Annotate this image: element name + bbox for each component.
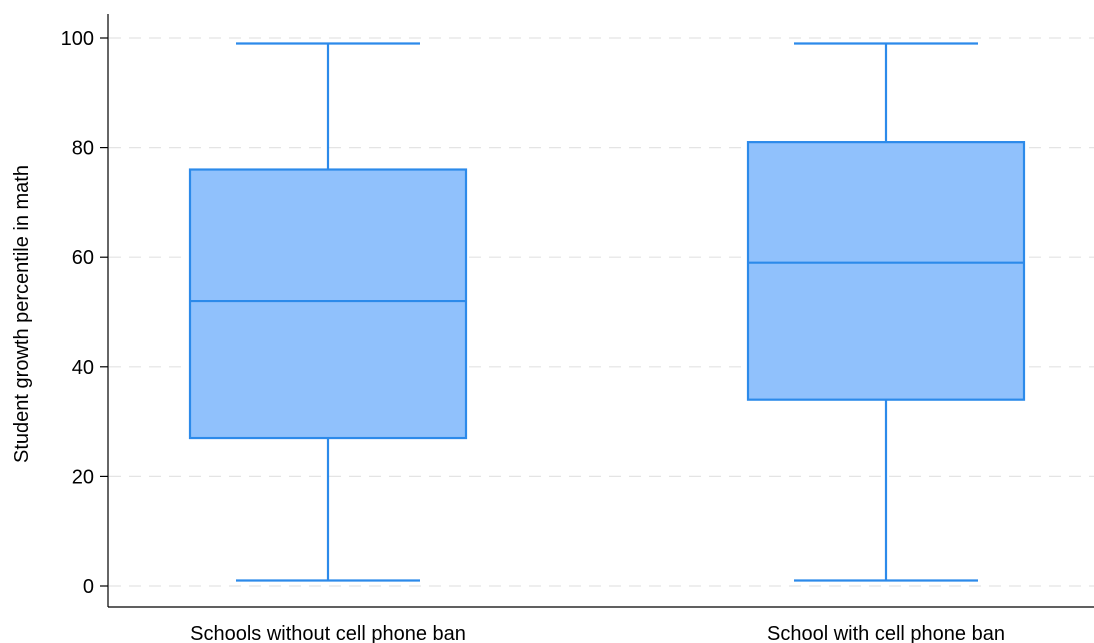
interquartile-box — [188, 168, 468, 440]
y-axis-ticks: 0 20 40 60 80 100 — [61, 28, 108, 598]
x-category-label: School with cell phone ban — [767, 623, 1005, 643]
y-tick-label: 80 — [72, 138, 94, 160]
box-group — [188, 42, 468, 582]
y-tick-label: 40 — [72, 357, 94, 379]
y-tick-label: 20 — [72, 466, 94, 488]
y-tick-label: 60 — [72, 247, 94, 269]
y-axis-title: Student growth percentile in math — [11, 165, 33, 463]
interquartile-box — [746, 141, 1026, 401]
axes — [107, 14, 1094, 608]
plot-area — [188, 42, 1026, 582]
x-category-label: Schools without cell phone ban — [190, 623, 466, 643]
y-tick-label: 0 — [83, 576, 94, 598]
y-tick-label: 100 — [61, 28, 94, 50]
x-axis-category-labels: Schools without cell phone ban School wit… — [190, 623, 1005, 643]
box-group — [746, 42, 1026, 582]
